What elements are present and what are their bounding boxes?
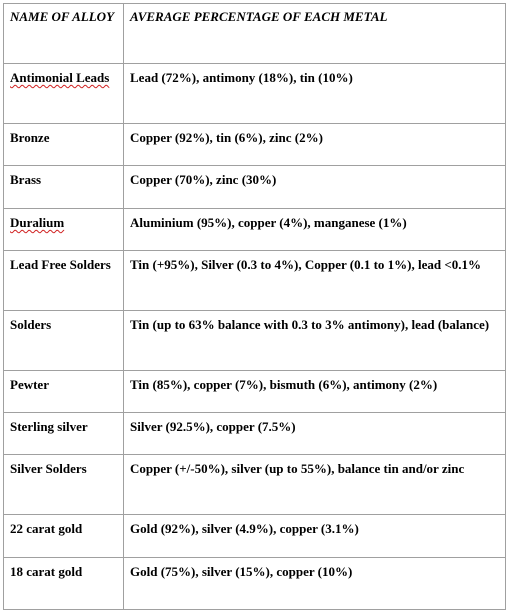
table-row: Brass Copper (70%), zinc (30%): [3, 165, 506, 209]
alloy-name-cell[interactable]: Solders: [3, 310, 124, 371]
composition-cell[interactable]: Tin (85%), copper (7%), bismuth (6%), an…: [123, 370, 506, 413]
header-average-percentage: AVERAGE PERCENTAGE OF EACH METAL: [123, 3, 506, 64]
composition-cell[interactable]: Silver (92.5%), copper (7.5%): [123, 412, 506, 455]
table-row: Silver Solders Copper (+/-50%), silver (…: [3, 454, 506, 515]
table-row: Antimonial Leads Lead (72%), antimony (1…: [3, 63, 506, 124]
header-alloy-name: NAME OF ALLOY: [3, 3, 124, 64]
composition-cell[interactable]: Tin (up to 63% balance with 0.3 to 3% an…: [123, 310, 506, 371]
composition-cell[interactable]: Copper (+/-50%), silver (up to 55%), bal…: [123, 454, 506, 515]
alloy-name-cell[interactable]: Duralium: [3, 208, 124, 251]
alloy-name-cell[interactable]: 18 carat gold: [3, 557, 124, 610]
alloy-name-cell[interactable]: Antimonial Leads: [3, 63, 124, 124]
table-header-row: NAME OF ALLOY AVERAGE PERCENTAGE OF EACH…: [3, 3, 506, 64]
table-row: 18 carat gold Gold (75%), silver (15%), …: [3, 557, 506, 610]
alloy-name-cell[interactable]: Pewter: [3, 370, 124, 413]
alloy-name-cell[interactable]: Brass: [3, 165, 124, 209]
alloy-composition-table: NAME OF ALLOY AVERAGE PERCENTAGE OF EACH…: [3, 3, 506, 610]
composition-cell[interactable]: Tin (+95%), Silver (0.3 to 4%), Copper (…: [123, 250, 506, 311]
table-row: Solders Tin (up to 63% balance with 0.3 …: [3, 310, 506, 371]
alloy-name: Duralium: [10, 215, 65, 230]
alloy-name-cell[interactable]: Bronze: [3, 123, 124, 166]
table-row: Bronze Copper (92%), tin (6%), zinc (2%): [3, 123, 506, 166]
table-row: 22 carat gold Gold (92%), silver (4.9%),…: [3, 514, 506, 558]
alloy-name-cell[interactable]: Sterling silver: [3, 412, 124, 455]
document-page: NAME OF ALLOY AVERAGE PERCENTAGE OF EACH…: [3, 3, 506, 610]
alloy-name-cell[interactable]: 22 carat gold: [3, 514, 124, 558]
table-row: Lead Free Solders Tin (+95%), Silver (0.…: [3, 250, 506, 311]
composition-cell[interactable]: Gold (75%), silver (15%), copper (10%): [123, 557, 506, 610]
table-row: Duralium Aluminium (95%), copper (4%), m…: [3, 208, 506, 251]
composition-cell[interactable]: Lead (72%), antimony (18%), tin (10%): [123, 63, 506, 124]
table-row: Sterling silver Silver (92.5%), copper (…: [3, 412, 506, 455]
alloy-name-cell[interactable]: Lead Free Solders: [3, 250, 124, 311]
composition-cell[interactable]: Aluminium (95%), copper (4%), manganese …: [123, 208, 506, 251]
table-row: Pewter Tin (85%), copper (7%), bismuth (…: [3, 370, 506, 413]
alloy-name-cell[interactable]: Silver Solders: [3, 454, 124, 515]
alloy-name: Antimonial Leads: [10, 70, 110, 85]
composition-cell[interactable]: Copper (70%), zinc (30%): [123, 165, 506, 209]
composition-cell[interactable]: Copper (92%), tin (6%), zinc (2%): [123, 123, 506, 166]
composition-cell[interactable]: Gold (92%), silver (4.9%), copper (3.1%): [123, 514, 506, 558]
